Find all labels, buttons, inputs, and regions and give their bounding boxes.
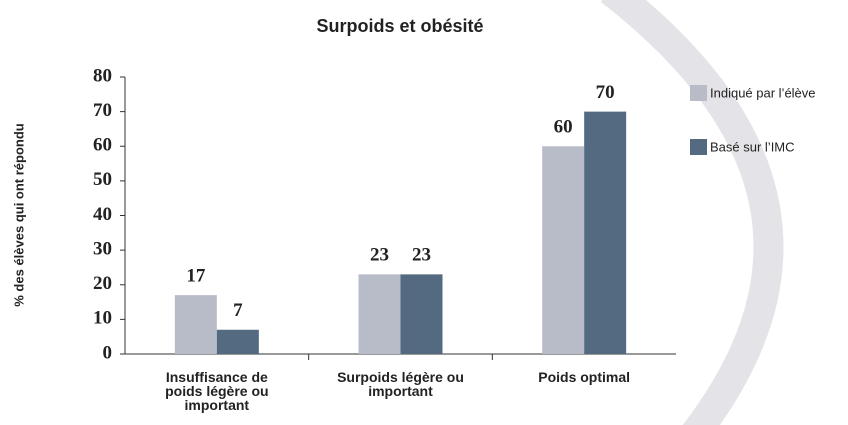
y-tick-label: 70 [93, 100, 112, 121]
y-tick-label: 30 [93, 238, 112, 259]
value-label: 17 [186, 265, 206, 286]
y-tick-label: 20 [93, 273, 112, 294]
y-tick-label: 40 [93, 204, 112, 225]
bar [584, 111, 627, 354]
y-tick-label: 80 [93, 65, 112, 86]
value-label: 23 [370, 245, 389, 266]
legend-label: Basé sur l’IMC [710, 139, 795, 154]
x-tick-label: Poids optimal [538, 370, 631, 385]
legend-swatch [690, 139, 707, 155]
y-tick-label: 60 [93, 135, 112, 156]
x-tick-label-box: Surpoids légère ou important [337, 370, 464, 399]
x-tick-label: Insuffisance de poids légère ou importan… [165, 370, 269, 413]
chart-title: Surpoids et obésité [316, 16, 483, 36]
y-tick-label: 0 [103, 342, 113, 363]
bar [400, 274, 443, 354]
x-tick-label-box: Poids optimal [538, 370, 631, 385]
value-label: 60 [554, 117, 573, 138]
value-label: 7 [233, 300, 243, 321]
bar [174, 295, 217, 354]
bar [216, 329, 259, 354]
x-tick-label: Surpoids légère ou important [337, 370, 464, 399]
y-tick-label: 50 [93, 169, 112, 190]
y-axis-label: % des élèves qui ont répondu [11, 123, 26, 307]
y-tick-label: 10 [93, 308, 112, 329]
x-tick-label-box: Insuffisance de poids légère ou importan… [165, 370, 269, 413]
value-label: 23 [412, 245, 431, 266]
value-label: 70 [596, 82, 615, 103]
bar [358, 274, 401, 354]
legend-swatch [690, 85, 707, 101]
bar [542, 146, 585, 354]
legend-label: Indiqué par l’élève [710, 85, 816, 100]
decorative-arc [600, 0, 784, 425]
